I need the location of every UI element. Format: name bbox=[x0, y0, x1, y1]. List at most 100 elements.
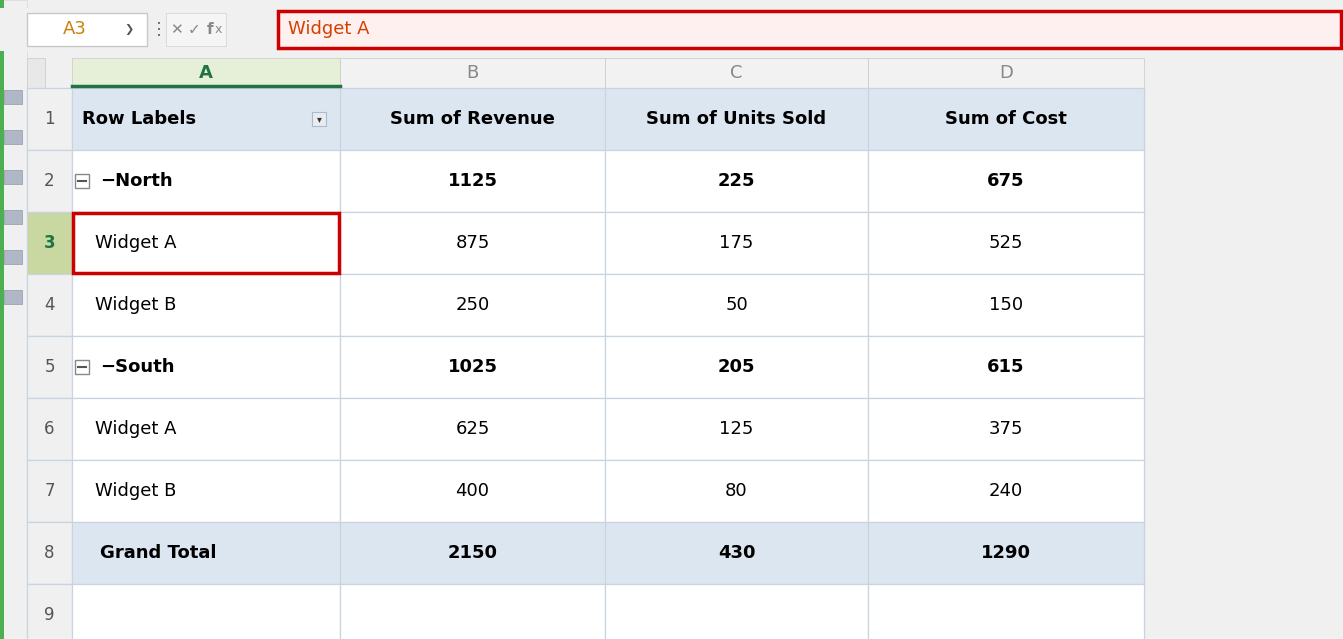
Text: 2150: 2150 bbox=[447, 544, 497, 562]
Text: Widget B: Widget B bbox=[95, 482, 176, 500]
Bar bbox=[73, 274, 340, 336]
Bar bbox=[868, 150, 1144, 212]
Bar bbox=[27, 460, 73, 522]
Bar bbox=[604, 58, 868, 88]
Bar bbox=[604, 460, 868, 522]
Text: 6: 6 bbox=[44, 420, 55, 438]
Bar bbox=[868, 336, 1144, 398]
Text: 2: 2 bbox=[44, 172, 55, 190]
Bar bbox=[340, 212, 604, 274]
Text: Row Labels: Row Labels bbox=[82, 110, 196, 128]
Bar bbox=[4, 90, 21, 104]
Text: 675: 675 bbox=[987, 172, 1025, 190]
Text: •: • bbox=[157, 20, 161, 26]
Text: 8: 8 bbox=[44, 544, 55, 562]
Bar bbox=[604, 88, 868, 150]
Text: D: D bbox=[999, 64, 1013, 82]
Text: 875: 875 bbox=[455, 234, 490, 252]
Text: Widget A: Widget A bbox=[287, 20, 369, 38]
Text: 250: 250 bbox=[455, 296, 490, 314]
Text: A: A bbox=[199, 64, 214, 82]
Bar bbox=[27, 522, 73, 584]
Text: 1125: 1125 bbox=[447, 172, 497, 190]
Text: 175: 175 bbox=[720, 234, 753, 252]
Bar bbox=[73, 522, 340, 584]
Text: 150: 150 bbox=[988, 296, 1023, 314]
Text: 5: 5 bbox=[44, 358, 55, 376]
Bar bbox=[73, 58, 340, 88]
Text: C: C bbox=[731, 64, 743, 82]
Bar bbox=[27, 88, 1144, 150]
Text: 615: 615 bbox=[987, 358, 1025, 376]
Bar bbox=[27, 58, 46, 88]
Bar bbox=[340, 522, 604, 584]
Text: 9: 9 bbox=[44, 606, 55, 624]
Bar bbox=[27, 336, 73, 398]
Bar bbox=[4, 250, 21, 264]
Bar bbox=[868, 212, 1144, 274]
Bar bbox=[340, 150, 604, 212]
Text: f: f bbox=[207, 22, 214, 37]
Bar bbox=[604, 150, 868, 212]
Text: 125: 125 bbox=[720, 420, 753, 438]
Text: 525: 525 bbox=[988, 234, 1023, 252]
Text: •: • bbox=[157, 33, 161, 38]
Bar bbox=[340, 460, 604, 522]
Bar bbox=[868, 58, 1144, 88]
Text: ✓: ✓ bbox=[188, 22, 200, 37]
Bar bbox=[73, 460, 340, 522]
Bar bbox=[278, 11, 1342, 48]
Bar bbox=[868, 88, 1144, 150]
Bar bbox=[0, 0, 27, 639]
Bar bbox=[604, 336, 868, 398]
Text: Widget B: Widget B bbox=[95, 296, 176, 314]
Bar bbox=[340, 58, 604, 88]
Bar bbox=[73, 584, 340, 639]
Bar bbox=[27, 212, 1144, 274]
Bar bbox=[27, 522, 1144, 584]
Text: −South: −South bbox=[99, 358, 175, 376]
Text: 1290: 1290 bbox=[980, 544, 1031, 562]
Text: 1: 1 bbox=[44, 110, 55, 128]
Bar bbox=[27, 274, 73, 336]
Bar bbox=[868, 584, 1144, 639]
Text: 400: 400 bbox=[455, 482, 489, 500]
Bar bbox=[868, 460, 1144, 522]
Bar bbox=[27, 336, 1144, 398]
Bar bbox=[0, 0, 4, 639]
Text: Sum of Units Sold: Sum of Units Sold bbox=[646, 110, 826, 128]
Bar bbox=[27, 584, 73, 639]
Bar bbox=[604, 212, 868, 274]
Bar bbox=[27, 398, 73, 460]
Bar bbox=[27, 274, 1144, 336]
Text: A3: A3 bbox=[63, 20, 87, 38]
Bar bbox=[27, 212, 73, 274]
Bar bbox=[4, 130, 21, 144]
Text: B: B bbox=[466, 64, 478, 82]
Text: •: • bbox=[157, 26, 161, 33]
Text: Sum of Revenue: Sum of Revenue bbox=[389, 110, 555, 128]
Bar bbox=[340, 398, 604, 460]
Bar bbox=[4, 210, 21, 224]
Text: Grand Total: Grand Total bbox=[99, 544, 216, 562]
Text: x: x bbox=[215, 23, 222, 36]
Bar bbox=[604, 584, 868, 639]
Bar bbox=[340, 274, 604, 336]
Bar bbox=[868, 274, 1144, 336]
Text: 375: 375 bbox=[988, 420, 1023, 438]
Bar bbox=[4, 290, 21, 304]
Bar bbox=[73, 212, 340, 274]
Text: 205: 205 bbox=[717, 358, 755, 376]
Text: ❯: ❯ bbox=[125, 24, 134, 35]
Text: 80: 80 bbox=[725, 482, 748, 500]
Bar bbox=[73, 398, 340, 460]
Bar bbox=[340, 88, 604, 150]
Text: 240: 240 bbox=[988, 482, 1023, 500]
Bar bbox=[604, 274, 868, 336]
Bar bbox=[75, 174, 89, 188]
Text: 50: 50 bbox=[725, 296, 748, 314]
Bar bbox=[27, 88, 73, 150]
Text: 3: 3 bbox=[44, 234, 55, 252]
Bar bbox=[73, 336, 340, 398]
Bar bbox=[75, 360, 89, 374]
